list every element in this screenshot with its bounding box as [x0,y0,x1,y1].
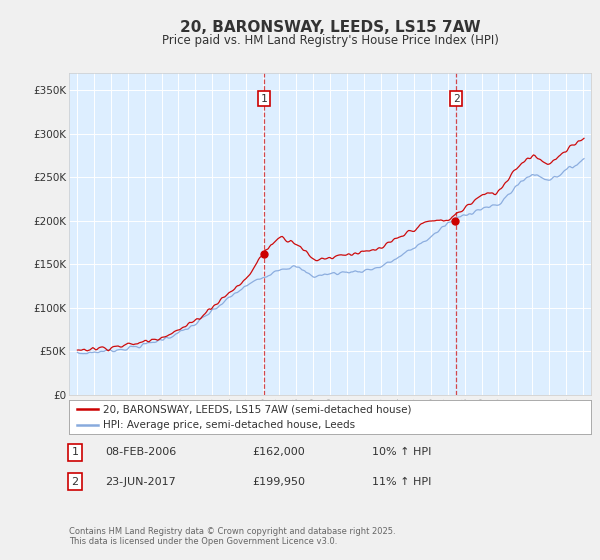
Text: 1: 1 [71,447,79,458]
Text: 11% ↑ HPI: 11% ↑ HPI [372,477,431,487]
Text: 20, BARONSWAY, LEEDS, LS15 7AW (semi-detached house): 20, BARONSWAY, LEEDS, LS15 7AW (semi-det… [103,404,412,414]
Text: 2: 2 [71,477,79,487]
Text: 23-JUN-2017: 23-JUN-2017 [105,477,176,487]
Text: HPI: Average price, semi-detached house, Leeds: HPI: Average price, semi-detached house,… [103,420,355,430]
Text: £162,000: £162,000 [252,447,305,458]
Text: 1: 1 [261,94,268,104]
Text: Price paid vs. HM Land Registry's House Price Index (HPI): Price paid vs. HM Land Registry's House … [161,34,499,46]
Text: £199,950: £199,950 [252,477,305,487]
Text: 20, BARONSWAY, LEEDS, LS15 7AW: 20, BARONSWAY, LEEDS, LS15 7AW [179,20,481,35]
Text: Contains HM Land Registry data © Crown copyright and database right 2025.
This d: Contains HM Land Registry data © Crown c… [69,526,395,546]
Text: 08-FEB-2006: 08-FEB-2006 [105,447,176,458]
Text: 10% ↑ HPI: 10% ↑ HPI [372,447,431,458]
Text: 2: 2 [453,94,460,104]
